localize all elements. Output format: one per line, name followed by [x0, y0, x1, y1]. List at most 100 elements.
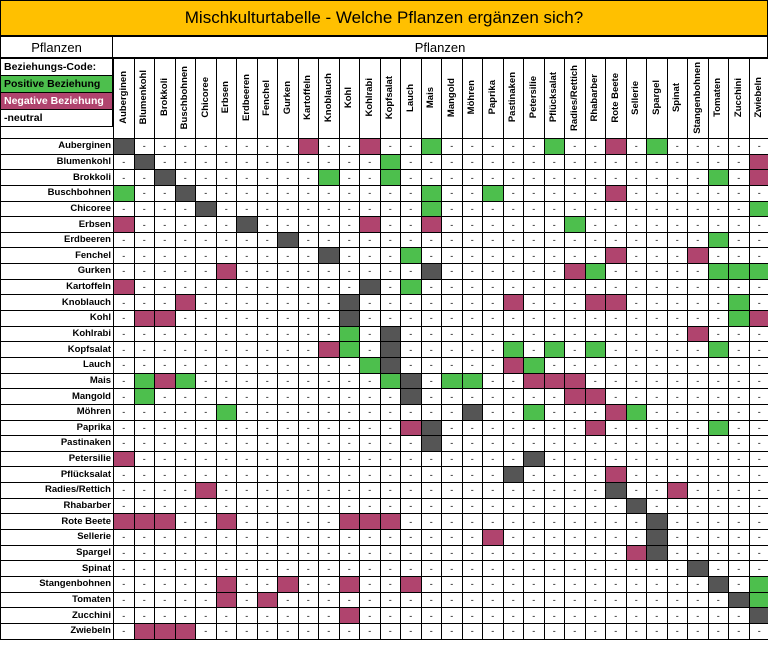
neutral-cell: -	[297, 607, 319, 624]
neutral-cell: -	[728, 575, 750, 593]
neutral-cell: -	[277, 325, 299, 343]
table-row: Rhabarber - - - - - - - - - - - - - - - - - - - - - - - - - - - - - - -	[0, 497, 768, 515]
positive-cell	[379, 153, 401, 171]
neutral-cell: -	[482, 513, 504, 531]
neutral-cell: -	[666, 356, 688, 374]
neutral-cell: -	[236, 325, 258, 343]
neutral-cell: -	[215, 544, 237, 562]
neutral-cell: -	[482, 622, 504, 640]
column-label-text: Spargel	[650, 80, 662, 115]
neutral-cell: -	[338, 622, 360, 640]
neutral-cell: -	[359, 184, 381, 202]
neutral-cell: -	[461, 482, 483, 499]
column-label-text: Rhabarber	[589, 73, 601, 122]
neutral-cell: -	[379, 278, 401, 296]
row-label: Mangold	[0, 388, 114, 405]
table-row: Rote Beete - - - - - - - - - - - - - - - - - - - - - - - -	[0, 513, 768, 531]
neutral-cell: -	[338, 544, 360, 562]
neutral-cell: -	[277, 435, 299, 452]
neutral-cell: -	[195, 341, 217, 358]
neutral-cell: -	[256, 513, 278, 531]
neutral-cell: -	[133, 560, 155, 577]
neutral-cell: -	[338, 482, 360, 499]
neutral-cell: -	[400, 310, 422, 327]
neutral-cell: -	[359, 294, 381, 312]
neutral-cell: -	[420, 372, 442, 390]
self-cell	[687, 560, 709, 577]
neutral-cell: -	[625, 138, 647, 155]
neutral-cell: -	[646, 575, 668, 593]
neutral-cell: -	[687, 200, 709, 218]
neutral-cell: -	[728, 388, 750, 405]
neutral-cell: -	[359, 153, 381, 171]
column-label-text: Fenchel	[261, 79, 273, 116]
neutral-cell: -	[318, 450, 340, 468]
neutral-cell: -	[441, 341, 463, 358]
neutral-cell: -	[154, 153, 176, 171]
neutral-cell: -	[359, 575, 381, 593]
neutral-cell: -	[707, 247, 729, 265]
neutral-cell: -	[297, 310, 319, 327]
neutral-cell: -	[133, 544, 155, 562]
neutral-cell: -	[707, 513, 729, 531]
neutral-cell: -	[707, 138, 729, 155]
neutral-cell: -	[748, 482, 768, 499]
table-row: Erbsen - - - - - - - - - - - - - - - - - - - - - - - - - - -	[0, 216, 768, 233]
neutral-cell: -	[318, 356, 340, 374]
neutral-cell: -	[420, 591, 442, 609]
negative-cell	[523, 372, 545, 390]
neutral-cell: -	[523, 482, 545, 499]
neutral-cell: -	[564, 356, 586, 374]
neutral-cell: -	[502, 200, 524, 218]
neutral-cell: -	[625, 622, 647, 640]
neutral-cell: -	[154, 294, 176, 312]
neutral-cell: -	[461, 356, 483, 374]
neutral-cell: -	[338, 403, 360, 421]
neutral-cell: -	[113, 294, 135, 312]
row-label: Gurken	[0, 263, 114, 280]
positive-cell	[113, 184, 135, 202]
neutral-cell: -	[215, 231, 237, 249]
negative-cell	[605, 466, 627, 484]
self-cell	[646, 544, 668, 562]
negative-cell	[174, 294, 196, 312]
neutral-cell: -	[523, 138, 545, 155]
neutral-cell: -	[113, 575, 135, 593]
negative-cell	[584, 294, 606, 312]
neutral-cell: -	[297, 263, 319, 280]
neutral-cell: -	[748, 278, 768, 296]
neutral-cell: -	[133, 263, 155, 280]
neutral-cell: -	[400, 153, 422, 171]
positive-cell	[584, 341, 606, 358]
neutral-cell: -	[666, 591, 688, 609]
neutral-cell: -	[748, 403, 768, 421]
neutral-cell: -	[400, 341, 422, 358]
neutral-cell: -	[707, 310, 729, 327]
neutral-cell: -	[154, 356, 176, 374]
neutral-cell: -	[605, 325, 627, 343]
positive-cell	[338, 325, 360, 343]
neutral-cell: -	[256, 310, 278, 327]
neutral-cell: -	[625, 294, 647, 312]
neutral-cell: -	[748, 513, 768, 531]
neutral-cell: -	[605, 575, 627, 593]
neutral-cell: -	[154, 216, 176, 233]
neutral-cell: -	[195, 403, 217, 421]
neutral-cell: -	[215, 560, 237, 577]
neutral-cell: -	[174, 466, 196, 484]
neutral-cell: -	[482, 466, 504, 484]
table-row: Mais - - - - - - - - - - - - - - - - - - - - - -	[0, 372, 768, 390]
neutral-cell: -	[687, 482, 709, 499]
neutral-cell: -	[605, 607, 627, 624]
neutral-cell: -	[379, 482, 401, 499]
neutral-cell: -	[318, 513, 340, 531]
neutral-cell: -	[420, 356, 442, 374]
neutral-cell: -	[256, 607, 278, 624]
neutral-cell: -	[256, 278, 278, 296]
neutral-cell: -	[523, 325, 545, 343]
neutral-cell: -	[318, 216, 340, 233]
neutral-cell: -	[277, 372, 299, 390]
neutral-cell: -	[154, 388, 176, 405]
neutral-cell: -	[277, 138, 299, 155]
self-cell	[420, 419, 442, 437]
